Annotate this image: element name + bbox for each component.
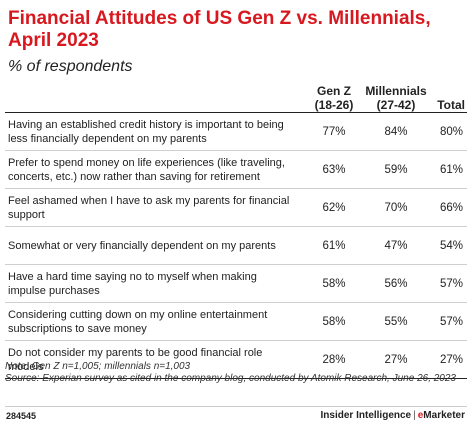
row-label: Considering cutting down on my online en… — [5, 302, 305, 341]
header-row: Gen Z (18-26) Millennials (27-42) Total — [5, 80, 467, 113]
total-value: 66% — [429, 188, 467, 227]
brand-rest: Marketer — [423, 410, 465, 421]
column-header-sub: (18-26) — [314, 98, 354, 112]
table-row: Feel ashamed when I have to ask my paren… — [5, 188, 467, 227]
gen-z-value: 58% — [305, 264, 363, 303]
table-row: Somewhat or very financially dependent o… — [5, 226, 467, 265]
data-table: Gen Z (18-26) Millennials (27-42) Total … — [5, 80, 467, 379]
column-header-name: Millennials — [365, 84, 427, 98]
total-value: 54% — [429, 226, 467, 265]
footnotes: Note: Gen Z n=1,005; millennials n=1,003… — [5, 361, 460, 385]
millennials-value: 70% — [363, 188, 429, 227]
total-value: 61% — [429, 150, 467, 189]
row-label: Having an established credit history is … — [5, 112, 305, 151]
row-label: Have a hard time saying no to myself whe… — [5, 264, 305, 303]
brand-separator: | — [413, 410, 416, 421]
total-value: 57% — [429, 264, 467, 303]
total-value: 57% — [429, 302, 467, 341]
chart-id: 284545 — [6, 411, 37, 421]
gen-z-value: 58% — [305, 302, 363, 341]
column-header-total: Total — [429, 80, 467, 113]
table-row: Prefer to spend money on life experience… — [5, 150, 467, 189]
source-text: Source: Experian survey as cited in the … — [5, 373, 456, 384]
chart-subtitle: % of respondents — [8, 58, 133, 75]
note-text: Note: Gen Z n=1,005; millennials n=1,003 — [5, 361, 191, 372]
column-header-millennials: Millennials (27-42) — [363, 80, 429, 113]
row-label: Prefer to spend money on life experience… — [5, 150, 305, 189]
column-header-name: Gen Z — [316, 84, 351, 98]
column-header-gen-z: Gen Z (18-26) — [305, 80, 363, 113]
table-row: Do not consider my parents to be good fi… — [5, 340, 467, 379]
millennials-value: 59% — [363, 150, 429, 189]
millennials-value: 84% — [363, 112, 429, 151]
gen-z-value: 28% — [305, 340, 363, 379]
millennials-value: 47% — [363, 226, 429, 265]
column-header-sub: (27-42) — [376, 98, 416, 112]
footer-divider — [5, 406, 467, 407]
chart-title: Financial Attitudes of US Gen Z vs. Mill… — [8, 8, 431, 51]
gen-z-value: 77% — [305, 112, 363, 151]
header-label-cell — [5, 80, 305, 113]
row-label: Do not consider my parents to be good fi… — [5, 340, 305, 379]
gen-z-value: 63% — [305, 150, 363, 189]
total-value: 80% — [429, 112, 467, 151]
table-row: Having an established credit history is … — [5, 112, 467, 151]
total-value: 27% — [429, 340, 467, 379]
brand-logo: Insider Intelligence | eMarketer — [321, 410, 465, 421]
column-header-name: Total — [437, 98, 465, 112]
gen-z-value: 61% — [305, 226, 363, 265]
brand-main: Insider Intelligence — [320, 410, 412, 421]
table-row: Have a hard time saying no to myself whe… — [5, 264, 467, 303]
millennials-value: 55% — [363, 302, 429, 341]
table-body: Having an established credit history is … — [5, 112, 467, 379]
millennials-value: 27% — [363, 340, 429, 379]
row-label: Somewhat or very financially dependent o… — [5, 226, 305, 265]
gen-z-value: 62% — [305, 188, 363, 227]
table-row: Considering cutting down on my online en… — [5, 302, 467, 341]
row-label: Feel ashamed when I have to ask my paren… — [5, 188, 305, 227]
millennials-value: 56% — [363, 264, 429, 303]
brand-e: e — [417, 410, 424, 421]
